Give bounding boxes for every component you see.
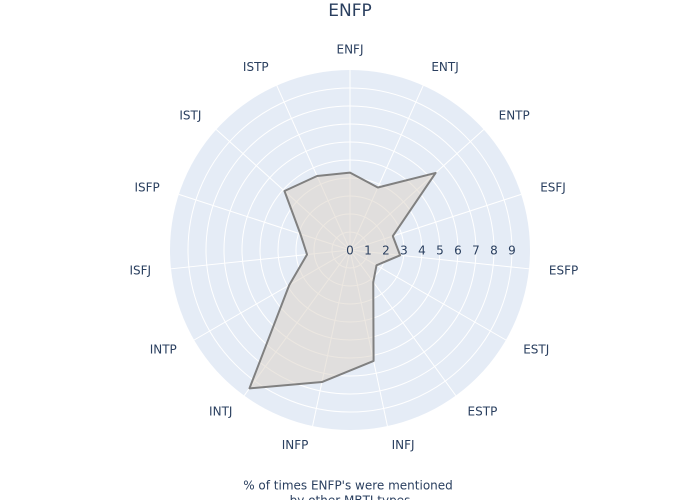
category-label: ESFJ: [540, 181, 566, 195]
category-label: ESTP: [468, 404, 498, 418]
r-tick-label: 5: [436, 244, 444, 258]
caption-line: by other MBTI types: [290, 494, 411, 500]
category-label: ENFJ: [337, 43, 364, 57]
vertex: [373, 360, 375, 362]
caption-line: % of times ENFP's were mentioned: [243, 479, 453, 493]
chart-title: ENFP: [328, 1, 372, 21]
category-label: ISFP: [134, 181, 159, 195]
vertex: [321, 381, 323, 383]
vertex: [299, 233, 301, 235]
vertex: [283, 190, 285, 192]
category-label: ENTJ: [431, 60, 458, 74]
vertex: [435, 172, 437, 174]
r-tick-label: 0: [346, 244, 354, 258]
r-tick-label: 9: [508, 244, 516, 258]
category-label: INTJ: [209, 404, 232, 418]
vertex: [306, 254, 308, 256]
category-label: ISTJ: [179, 109, 201, 123]
category-label: ESFP: [549, 263, 578, 277]
r-tick-label: 4: [418, 244, 426, 258]
category-label: ISFJ: [129, 263, 151, 277]
r-tick-label: 1: [364, 244, 372, 258]
category-label: ENTP: [499, 109, 530, 123]
r-tick-label: 6: [454, 244, 462, 258]
vertex: [399, 254, 401, 256]
category-label: ISTP: [243, 60, 269, 74]
vertex: [288, 284, 290, 286]
vertex: [392, 235, 394, 237]
r-tick-label: 7: [472, 244, 480, 258]
vertex: [377, 187, 379, 189]
category-label: INFP: [282, 438, 309, 452]
category-label: INFJ: [392, 438, 415, 452]
category-label: INTP: [150, 343, 177, 357]
category-label: ESTJ: [523, 343, 549, 357]
r-tick-label: 8: [490, 244, 498, 258]
vertex: [349, 172, 351, 174]
vertex: [248, 387, 250, 389]
r-tick-label: 3: [400, 244, 408, 258]
radar-area: [248, 171, 437, 390]
r-tick-label: 2: [382, 244, 390, 258]
vertex: [372, 281, 374, 283]
vertex: [316, 175, 318, 177]
vertex: [376, 264, 378, 266]
